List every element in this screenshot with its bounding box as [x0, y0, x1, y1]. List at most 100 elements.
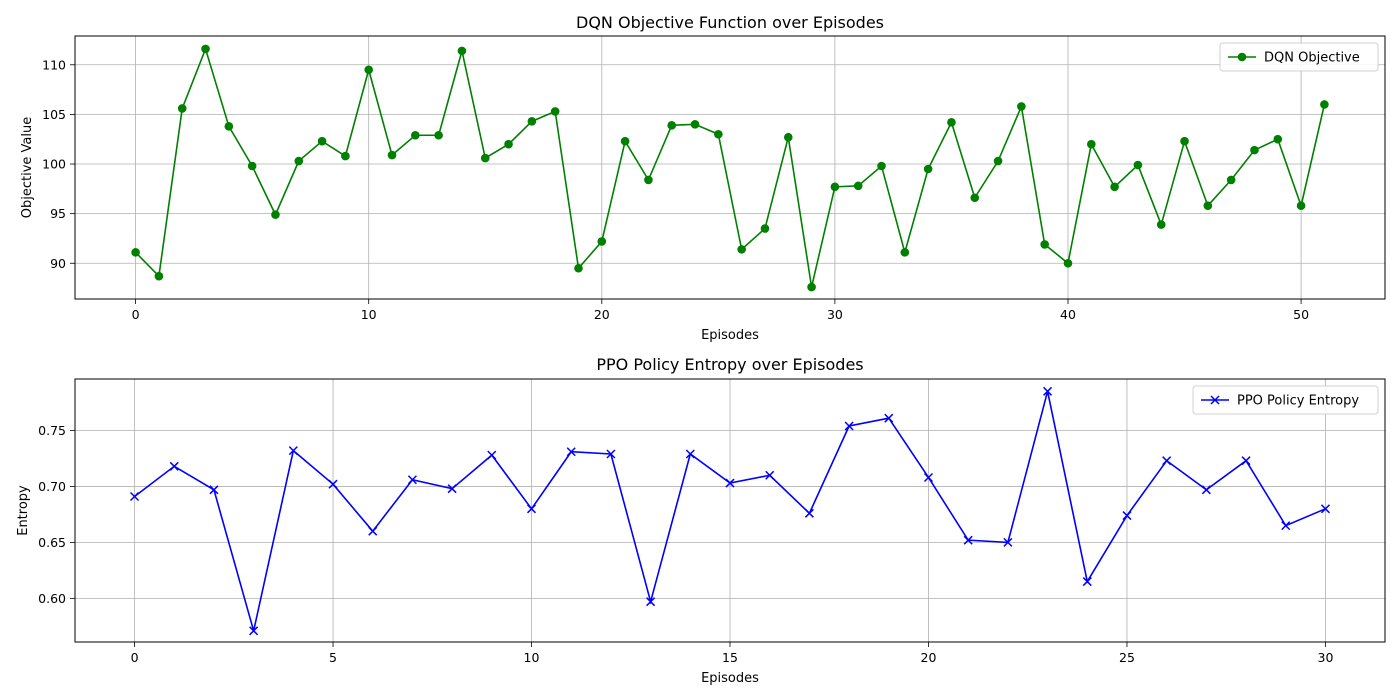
data-point — [224, 122, 234, 131]
data-point — [1320, 100, 1329, 109]
chart-title: PPO Policy Entropy over Episodes — [596, 355, 863, 374]
data-point — [1122, 511, 1132, 521]
data-point — [807, 282, 816, 292]
data-point — [249, 626, 259, 636]
data-point — [447, 484, 457, 494]
data-point — [271, 210, 280, 219]
data-point — [737, 245, 746, 254]
data-point — [853, 181, 863, 191]
y-tick-label: 90 — [50, 256, 66, 271]
data-point — [970, 193, 980, 203]
data-point — [765, 470, 775, 480]
chart-panel-2: PPO Policy Entropy over Episodes 0 5 10 15 20… — [16, 355, 1386, 686]
data-point — [1040, 240, 1049, 249]
legend-box — [1192, 385, 1379, 415]
data-point — [1003, 537, 1013, 547]
data-point — [844, 421, 854, 431]
data-point — [1226, 175, 1236, 185]
data-point — [480, 153, 490, 163]
data-point — [527, 117, 537, 126]
data-point — [1156, 220, 1166, 229]
x-tick-label: 30 — [827, 307, 843, 322]
y-tick-label: 110 — [42, 57, 66, 72]
data-point — [1203, 201, 1213, 211]
data-point — [620, 136, 630, 146]
data-point — [526, 504, 537, 514]
data-point — [504, 139, 513, 149]
x-tick-label: 15 — [722, 650, 738, 665]
x-tick-label: 0 — [131, 650, 139, 665]
data-point — [1082, 577, 1092, 587]
series-line — [135, 46, 1326, 288]
x-axis-label: Episodes — [701, 328, 759, 343]
data-point — [209, 485, 219, 495]
x-tick-label: 40 — [1060, 307, 1076, 322]
data-point — [1281, 521, 1291, 531]
data-point — [411, 130, 420, 140]
data-point — [566, 447, 576, 457]
data-point — [1017, 102, 1026, 111]
data-point — [1043, 386, 1053, 396]
data-point — [667, 121, 677, 130]
legend-marker — [1210, 395, 1220, 405]
y-tick-label: 0.75 — [38, 423, 66, 438]
data-point — [760, 224, 770, 233]
data-point — [487, 450, 497, 460]
data-point — [1320, 504, 1330, 514]
data-point — [1250, 145, 1259, 155]
data-point — [923, 472, 934, 483]
axes-frame — [74, 35, 1386, 300]
data-point — [725, 478, 735, 488]
data-point — [368, 526, 378, 536]
data-point — [294, 156, 304, 166]
y-axis-label: Entropy — [16, 485, 31, 536]
chart-panel-1: DQN Objective Function over Episodes 0 10 2… — [20, 13, 1386, 343]
data-point — [387, 150, 397, 160]
x-axis-label: Episodes — [701, 671, 759, 686]
y-axis-label: Objective Value — [20, 117, 35, 218]
data-point — [328, 479, 338, 489]
data-point — [804, 508, 814, 518]
data-point — [247, 161, 257, 171]
data-point — [644, 175, 653, 185]
x-tick-label: 20 — [594, 307, 610, 322]
data-point — [130, 491, 140, 502]
data-point — [646, 597, 656, 607]
legend-marker — [1237, 52, 1247, 62]
data-point — [1296, 201, 1306, 211]
data-point — [550, 107, 560, 116]
data-point — [1063, 258, 1073, 268]
data-point — [963, 535, 973, 545]
data-point — [407, 475, 417, 485]
axes-frame — [74, 378, 1386, 643]
data-point — [783, 132, 793, 142]
data-point — [877, 161, 886, 171]
data-point — [830, 182, 840, 192]
data-point — [1110, 182, 1119, 192]
y-tick-label: 95 — [50, 206, 66, 221]
data-point — [597, 237, 607, 246]
data-point — [169, 461, 179, 471]
x-tick-label: 25 — [1119, 650, 1135, 665]
x-tick-label: 0 — [132, 307, 140, 322]
x-tick-label: 5 — [329, 650, 337, 665]
data-point — [993, 156, 1003, 166]
data-point — [317, 136, 327, 146]
y-tick-label: 0.70 — [38, 479, 66, 494]
data-point — [714, 129, 723, 139]
legend-label: DQN Objective — [1264, 51, 1360, 66]
data-point — [364, 65, 374, 75]
x-tick-label: 10 — [524, 650, 540, 665]
data-point — [947, 118, 956, 127]
y-tick-label: 0.60 — [38, 591, 66, 606]
data-point — [1180, 136, 1189, 146]
data-point — [574, 263, 583, 273]
data-point — [884, 413, 894, 423]
y-tick-label: 0.65 — [38, 535, 66, 550]
data-point — [690, 120, 700, 129]
data-point — [457, 46, 467, 56]
data-point — [434, 130, 443, 140]
y-tick-label: 105 — [42, 107, 66, 122]
data-point — [341, 151, 350, 161]
data-point — [1273, 134, 1283, 144]
